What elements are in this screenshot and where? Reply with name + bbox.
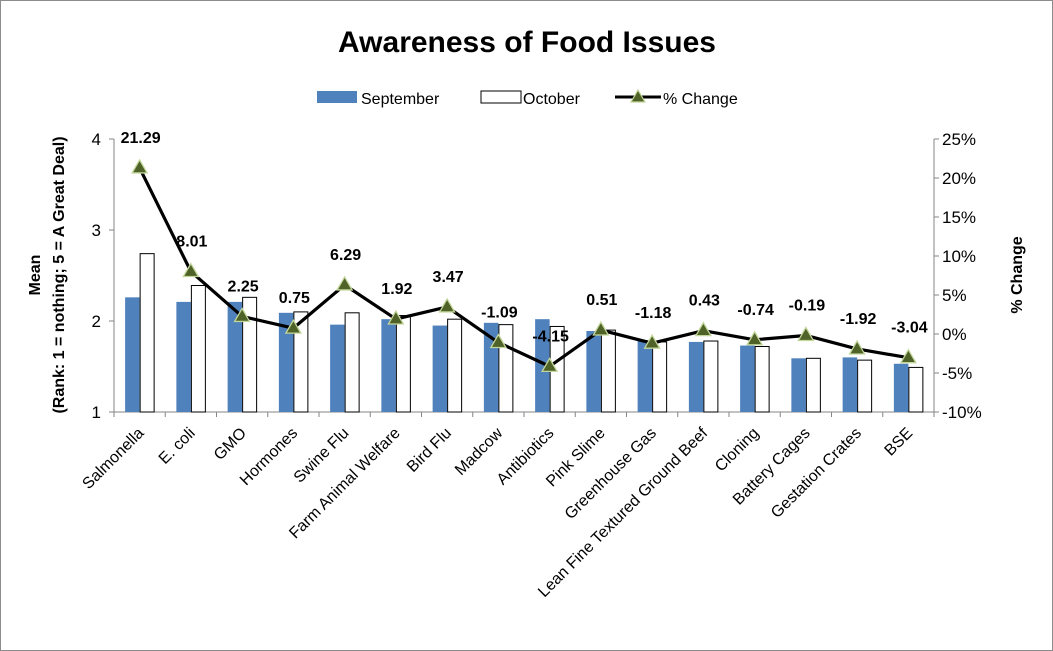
bar-october xyxy=(857,359,873,413)
bar-october xyxy=(600,329,616,413)
bar-september xyxy=(227,301,243,412)
bar-september xyxy=(278,312,294,412)
x-axis-category-label: Salmonella xyxy=(79,425,147,493)
series-line-percent-change xyxy=(138,167,909,368)
marker-percent-change xyxy=(592,320,610,336)
data-label-percent-change: 2.25 xyxy=(228,278,259,295)
legend-label-october: October xyxy=(523,91,581,108)
data-label-percent-change: -1.09 xyxy=(481,305,518,322)
bar-september xyxy=(381,319,396,412)
x-axis-category-label: Greenhouse Gas xyxy=(562,425,660,523)
y-axis-title-line2: (Rank: 1 = nothing; 5 = A Great Deal) xyxy=(51,136,68,413)
data-label-percent-change: 3.47 xyxy=(433,269,464,286)
marker-percent-change xyxy=(848,339,866,355)
marker-percent-change xyxy=(182,262,200,278)
bar-september xyxy=(125,297,140,412)
marker-percent-change xyxy=(797,326,815,342)
bar-september xyxy=(893,363,909,412)
y-axis-right-tick-label: 5% xyxy=(942,286,967,305)
data-label-percent-change: 0.51 xyxy=(586,292,617,309)
data-label-percent-change: 8.01 xyxy=(176,234,207,251)
marker-percent-change xyxy=(130,158,149,174)
y-axis-left-tick-label: 4 xyxy=(92,130,101,149)
y-axis-title-line1: Mean xyxy=(27,255,44,296)
x-axis-category-label: GMO xyxy=(211,425,250,464)
data-label-percent-change: -0.74 xyxy=(737,302,774,319)
x-axis-category-label: E. coli xyxy=(156,425,199,468)
bar-september xyxy=(586,331,601,412)
legend: September October % Change xyxy=(317,88,738,108)
bar-september xyxy=(842,357,858,412)
legend-label-change: % Change xyxy=(663,91,738,108)
bar-october xyxy=(652,341,668,413)
bar-september xyxy=(176,301,191,412)
data-label-percent-change: -3.04 xyxy=(891,320,928,337)
y-axis-right-tick-label: 10% xyxy=(942,247,976,266)
marker-percent-change xyxy=(387,309,405,325)
y-axis-right-tick-label: 20% xyxy=(942,169,976,188)
bar-september xyxy=(432,325,448,412)
y-axis-right-tick-label: -5% xyxy=(942,364,972,383)
x-axis-category-label: Bird Flu xyxy=(404,425,455,476)
bar-october xyxy=(908,366,924,413)
legend-swatch-september xyxy=(317,91,357,103)
y-axis-right-tick-label: 15% xyxy=(942,208,976,227)
bar-september xyxy=(791,358,806,412)
data-label-percent-change: -4.15 xyxy=(532,328,569,345)
bar-september xyxy=(330,324,345,412)
bar-october xyxy=(703,340,719,413)
bar-september xyxy=(688,341,704,412)
marker-percent-change xyxy=(540,357,559,373)
y-axis-left-tick-label: 1 xyxy=(92,403,101,422)
y-axis-right-tick-label: -10% xyxy=(942,403,982,422)
x-axis-category-label: BSE xyxy=(882,425,917,460)
marker-percent-change xyxy=(438,297,456,313)
bar-october xyxy=(395,315,411,413)
marker-percent-change xyxy=(233,307,251,323)
data-label-percent-change: -0.19 xyxy=(789,297,826,314)
bar-october xyxy=(447,318,463,413)
marker-percent-change xyxy=(284,318,303,334)
y-axis-right-tick-label: 0% xyxy=(942,325,967,344)
marker-percent-change xyxy=(335,275,354,291)
bar-october xyxy=(139,253,155,413)
marker-percent-change xyxy=(643,333,661,349)
bar-september xyxy=(637,340,653,412)
x-axis-category-label: Gestation Crates xyxy=(768,425,865,522)
chart-title: Awareness of Food Issues xyxy=(338,26,716,59)
marker-percent-change xyxy=(489,333,508,349)
data-label-percent-change: 0.75 xyxy=(279,290,310,307)
bar-october xyxy=(293,311,309,413)
bar-october xyxy=(805,357,821,413)
marker-percent-change xyxy=(899,348,918,364)
data-label-percent-change: -1.18 xyxy=(635,305,672,322)
bar-october xyxy=(242,296,258,413)
bar-october xyxy=(190,285,206,413)
x-axis-category-label: Cloning xyxy=(712,425,762,475)
y-axis-left-tick-label: 2 xyxy=(92,312,101,331)
y2-axis-title: % Change xyxy=(1009,236,1026,313)
plot-area: 1 2 3 4 -10% -5% 0% 5% 10% 15% 20% 25% Salmonella E. … xyxy=(79,130,981,601)
legend-marker-change xyxy=(629,88,647,103)
y-axis-right-tick-label: 25% xyxy=(942,130,976,149)
data-label-percent-change: 6.29 xyxy=(330,247,361,264)
y-axis-left-tick-label: 3 xyxy=(92,221,101,240)
data-label-percent-change: 21.29 xyxy=(121,130,161,147)
bar-september xyxy=(535,319,550,412)
bar-october xyxy=(754,345,770,413)
data-label-percent-change: -1.92 xyxy=(840,311,877,328)
marker-percent-change xyxy=(694,321,713,337)
marker-percent-change xyxy=(745,330,764,346)
legend-swatch-october xyxy=(480,90,522,104)
bar-october xyxy=(344,312,360,413)
data-label-percent-change: 0.43 xyxy=(689,293,720,310)
bar-september xyxy=(740,345,755,412)
legend-label-september: September xyxy=(361,91,440,108)
data-label-percent-change: 1.92 xyxy=(381,281,412,298)
